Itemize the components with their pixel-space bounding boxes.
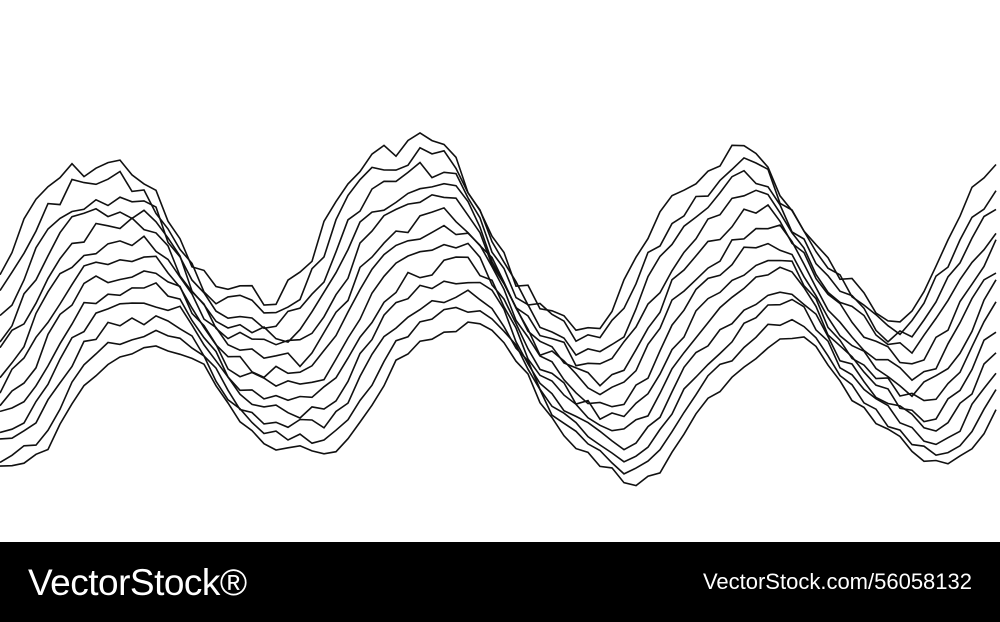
brand-logo: VectorStock®	[28, 561, 247, 603]
wave-line	[0, 132, 997, 332]
wave-artwork	[0, 132, 997, 487]
wave-line	[0, 206, 997, 396]
wave-line	[0, 146, 997, 343]
wave-line	[0, 280, 997, 451]
wave-line	[0, 289, 997, 463]
wave-line	[0, 224, 997, 408]
image-id-label: VectorStock.com/56058132	[702, 569, 972, 594]
wave-line	[0, 321, 997, 487]
wave-line	[0, 256, 997, 432]
wave-lines-canvas	[0, 132, 997, 487]
wave-line	[0, 182, 997, 367]
wave-line	[0, 193, 997, 387]
watermark-footer: VectorStock® VectorStock.com/56058132	[0, 542, 1000, 622]
wave-line	[0, 306, 997, 475]
